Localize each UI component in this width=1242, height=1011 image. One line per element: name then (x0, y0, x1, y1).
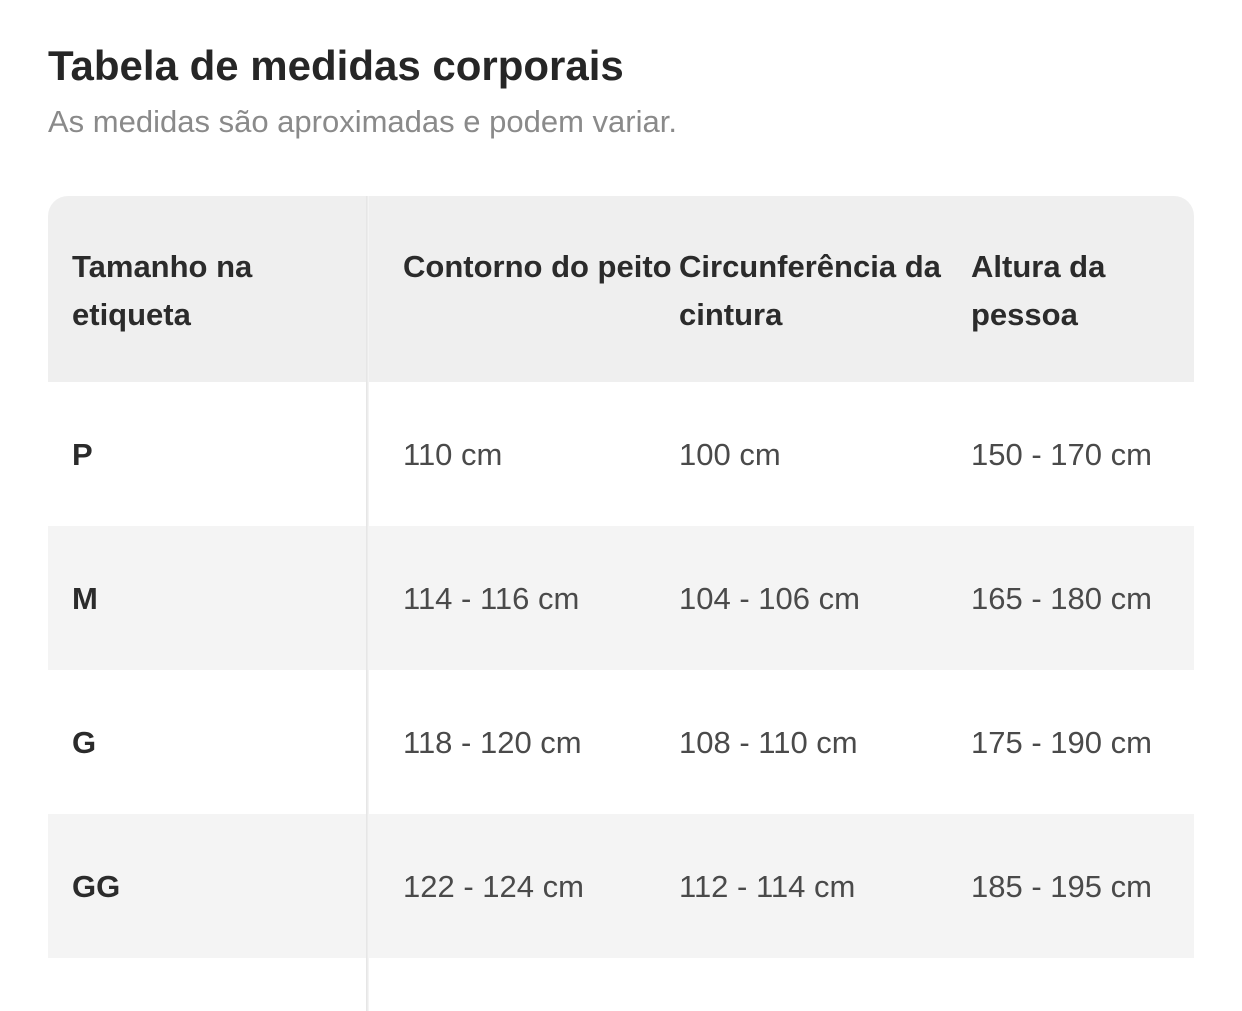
height-cell: 175 - 190 cm (971, 725, 1152, 760)
size-cell: G (72, 725, 97, 760)
waist-cell: 112 - 114 cm (679, 869, 856, 904)
waist-cell: 100 cm (679, 437, 781, 472)
table-row: G 118 - 120 cm 108 - 110 cm 175 - 190 cm (48, 670, 1194, 814)
header-waist: Circunferência da cintura (679, 249, 941, 332)
sticky-column-divider (366, 196, 369, 1011)
page-subtitle: As medidas são aproximadas e podem varia… (48, 104, 677, 139)
table-header-row: Tamanho na etiqueta Contorno do peito Ci… (48, 196, 1194, 382)
chest-cell: 118 - 120 cm (403, 725, 582, 760)
page-title: Tabela de medidas corporais (48, 42, 624, 89)
table-row: P 110 cm 100 cm 150 - 170 cm (48, 382, 1194, 526)
height-cell: 150 - 170 cm (971, 437, 1152, 472)
header-chest: Contorno do peito (403, 249, 672, 284)
waist-cell: 104 - 106 cm (679, 581, 860, 616)
table-row: M 114 - 116 cm 104 - 106 cm 165 - 180 cm (48, 526, 1194, 670)
chest-cell: 110 cm (403, 437, 503, 472)
size-cell: GG (72, 869, 121, 904)
size-cell: P (72, 437, 93, 472)
height-cell: 165 - 180 cm (971, 581, 1152, 616)
size-cell: M (72, 581, 98, 616)
chest-cell: 122 - 124 cm (403, 869, 584, 904)
table-row: GG 122 - 124 cm 112 - 114 cm 185 - 195 c… (48, 814, 1194, 958)
header-size-label: Tamanho na etiqueta (72, 249, 253, 332)
height-cell: 185 - 195 cm (971, 869, 1152, 904)
header-height: Altura da pessoa (971, 249, 1106, 332)
size-chart-table: Tamanho na etiqueta Contorno do peito Ci… (48, 196, 1194, 958)
waist-cell: 108 - 110 cm (679, 725, 858, 760)
chest-cell: 114 - 116 cm (403, 581, 580, 616)
